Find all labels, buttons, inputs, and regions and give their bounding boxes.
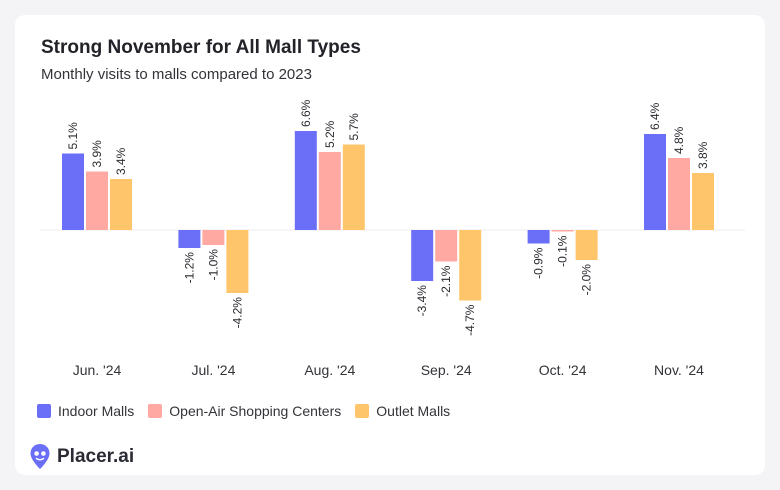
data-label-indoor-malls-1: -1.2% [182, 252, 196, 284]
legend-item-open-air: Open-Air Shopping Centers [148, 403, 341, 419]
bar-open-air-3 [435, 230, 458, 262]
data-label-indoor-malls-5: 6.4% [648, 102, 662, 130]
bar-outlet-malls-3 [459, 230, 482, 301]
x-tick-label-3: Sep. '24 [421, 362, 472, 378]
chart-card: Strong November for All Mall Types Month… [15, 15, 765, 475]
data-label-indoor-malls-3: -3.4% [415, 285, 429, 317]
data-label-open-air-0: 3.9% [90, 140, 104, 168]
legend-item-indoor-malls: Indoor Malls [37, 403, 134, 419]
bar-indoor-malls-2 [294, 131, 317, 230]
data-label-open-air-4: -0.1% [556, 235, 570, 267]
data-label-open-air-1: -1.0% [206, 249, 220, 281]
chart-subtitle: Monthly visits to malls compared to 2023 [41, 66, 312, 83]
bar-open-air-1 [202, 230, 225, 245]
data-label-open-air-3: -2.1% [439, 265, 453, 297]
bar-open-air-0 [86, 171, 108, 230]
bar-open-air-2 [318, 152, 341, 230]
bar-indoor-malls-1 [178, 230, 201, 248]
data-label-outlet-malls-0: 3.4% [114, 147, 128, 175]
x-tick-label-4: Oct. '24 [539, 362, 587, 378]
legend-label-open-air: Open-Air Shopping Centers [169, 403, 342, 419]
legend-label-outlet-malls: Outlet Malls [376, 403, 451, 419]
bar-indoor-malls-4 [527, 230, 550, 244]
x-tick-label-5: Nov. '24 [654, 362, 704, 378]
data-label-outlet-malls-4: -2.0% [580, 264, 594, 296]
placer-pin-icon [30, 444, 50, 469]
data-label-open-air-5: 4.8% [672, 126, 686, 154]
legend-swatch-open-air [148, 404, 163, 418]
bar-outlet-malls-2 [342, 144, 365, 230]
bar-indoor-malls-5 [644, 134, 666, 230]
bar-indoor-malls-0 [62, 153, 84, 230]
brand-name: Placer.ai [57, 445, 135, 467]
data-label-indoor-malls-4: -0.9% [532, 247, 546, 279]
data-label-outlet-malls-2: 5.7% [347, 113, 361, 141]
data-label-outlet-malls-5: 3.8% [696, 141, 710, 169]
bar-outlet-malls-5 [692, 173, 714, 230]
x-tick-label-2: Aug. '24 [304, 362, 355, 378]
legend-item-outlet-malls: Outlet Malls [355, 403, 450, 419]
legend-swatch-indoor-malls [37, 404, 51, 418]
legend-label-indoor-malls: Indoor Malls [58, 403, 135, 419]
data-label-indoor-malls-0: 5.1% [66, 122, 80, 150]
bar-chart: 5.1% 3.9% 3.4% Jun. '24 -1.2% -1.0% -4.2% Jul. … [40, 99, 745, 378]
bar-outlet-malls-0 [110, 179, 132, 230]
bar-open-air-5 [668, 158, 690, 230]
data-label-outlet-malls-1: -4.2% [230, 297, 244, 329]
bar-outlet-malls-4 [575, 230, 598, 260]
data-label-open-air-2: 5.2% [323, 120, 337, 148]
bar-open-air-4 [551, 230, 574, 232]
chart-legend: Indoor Malls Open-Air Shopping Centers O… [37, 403, 464, 419]
data-label-indoor-malls-2: 6.6% [299, 99, 313, 127]
chart-title: Strong November for All Mall Types [41, 37, 361, 58]
x-tick-label-1: Jul. '24 [191, 362, 235, 378]
bar-indoor-malls-3 [411, 230, 434, 281]
brand-logo: Placer.ai [29, 443, 134, 470]
x-tick-label-0: Jun. '24 [73, 362, 122, 378]
bar-outlet-malls-1 [226, 230, 249, 293]
data-label-outlet-malls-3: -4.7% [463, 304, 477, 336]
legend-swatch-outlet-malls [355, 404, 370, 418]
